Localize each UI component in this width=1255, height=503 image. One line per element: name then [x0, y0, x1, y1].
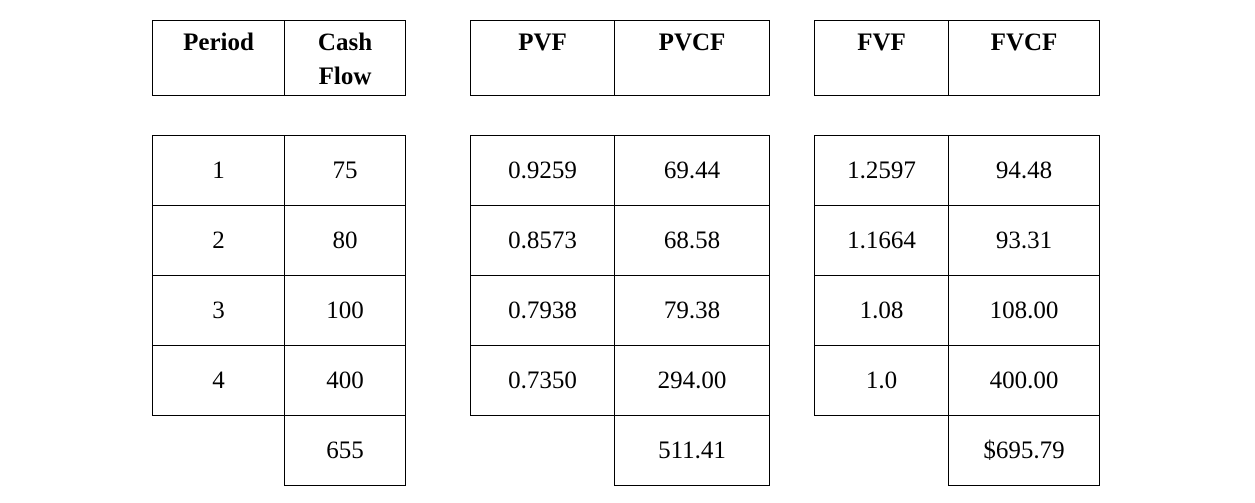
table-cell: 0.9259	[470, 135, 615, 206]
total-cell: 511.41	[614, 415, 770, 486]
table-cell: 400	[284, 345, 406, 416]
table-cell: 0.7938	[470, 275, 615, 346]
table-cell: 0.7350	[470, 345, 615, 416]
table-cell: 75	[284, 135, 406, 206]
table-cell: 1.08	[814, 275, 949, 346]
table-cell: 294.00	[614, 345, 770, 416]
total-cell: 655	[284, 415, 406, 486]
table-cell: 94.48	[948, 135, 1100, 206]
table-cell: 108.00	[948, 275, 1100, 346]
header-cell: Period	[152, 20, 285, 96]
table-cell: 2	[152, 205, 285, 276]
table-cell: 69.44	[614, 135, 770, 206]
table-cell: 3	[152, 275, 285, 346]
table-cell: 79.38	[614, 275, 770, 346]
total-cell: $695.79	[948, 415, 1100, 486]
table-cell: 1.1664	[814, 205, 949, 276]
table-cell: 1.2597	[814, 135, 949, 206]
header-cell: PVCF	[614, 20, 770, 96]
table-cell: 1	[152, 135, 285, 206]
header-cell: Cash Flow	[284, 20, 406, 96]
table-cell: 0.8573	[470, 205, 615, 276]
table-cell: 400.00	[948, 345, 1100, 416]
table-cell: 80	[284, 205, 406, 276]
table-cell: 68.58	[614, 205, 770, 276]
table-cell: 100	[284, 275, 406, 346]
header-cell: PVF	[470, 20, 615, 96]
table-cell: 4	[152, 345, 285, 416]
table-cell: 93.31	[948, 205, 1100, 276]
table-cell: 1.0	[814, 345, 949, 416]
header-cell: FVF	[814, 20, 949, 96]
header-cell: FVCF	[948, 20, 1100, 96]
